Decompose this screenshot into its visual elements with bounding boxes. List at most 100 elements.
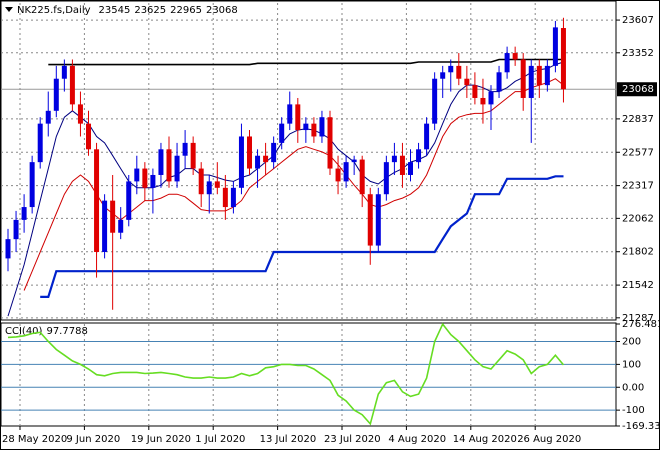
y-tick-label: 22577 bbox=[622, 147, 654, 158]
y-tick-label: 0.00 bbox=[622, 382, 644, 393]
x-tick-label: 26 Aug 2020 bbox=[517, 434, 581, 445]
candle-body bbox=[552, 27, 558, 66]
candle-body bbox=[150, 174, 156, 188]
y-tick-label: 22837 bbox=[622, 114, 654, 125]
candle-body bbox=[311, 123, 317, 137]
candle-body bbox=[174, 155, 180, 182]
candle-body bbox=[214, 181, 220, 188]
y-tick-label: 200 bbox=[622, 336, 641, 347]
candle-body bbox=[335, 168, 341, 182]
cci-line bbox=[7, 322, 565, 426]
y-tick-label: 21542 bbox=[622, 280, 654, 291]
candle-body bbox=[464, 78, 470, 86]
cci-title: CCI(40) bbox=[5, 326, 43, 337]
symbol-title: NK225.fs,Daily bbox=[17, 5, 91, 16]
candle-body bbox=[29, 162, 35, 208]
candle-body bbox=[53, 78, 59, 111]
candle-body bbox=[367, 194, 373, 246]
candle-body bbox=[158, 149, 164, 175]
last-price-label: 23068 bbox=[622, 84, 654, 95]
candle-body bbox=[287, 104, 293, 124]
candle-body bbox=[472, 85, 478, 98]
candle-body bbox=[303, 123, 309, 131]
header-open: 23545 bbox=[99, 5, 131, 16]
candle-body bbox=[536, 65, 542, 86]
candle-body bbox=[238, 136, 244, 188]
chart-header: NK225.fs,Daily 23545 23625 22965 23068 bbox=[17, 5, 238, 16]
candle-body bbox=[255, 155, 261, 169]
candle-body bbox=[456, 65, 462, 79]
candle-body bbox=[391, 155, 397, 163]
candle-body bbox=[528, 65, 534, 98]
candle-body bbox=[560, 28, 566, 90]
candle-body bbox=[424, 123, 430, 150]
cci-pane bbox=[0, 322, 617, 427]
candle-body bbox=[480, 97, 486, 105]
y-tick-label: 276.4817 bbox=[622, 319, 660, 330]
last-price-box bbox=[617, 82, 657, 97]
candle-body bbox=[102, 200, 108, 252]
x-tick-label: 23 Jul 2020 bbox=[324, 434, 381, 445]
overlay-line bbox=[40, 175, 564, 298]
x-tick-label: 14 Aug 2020 bbox=[453, 434, 517, 445]
candle-body bbox=[5, 239, 11, 259]
candle-body bbox=[440, 72, 446, 79]
candle-body bbox=[359, 159, 365, 195]
candle-body bbox=[134, 168, 140, 182]
candle-body bbox=[520, 59, 526, 98]
price-pane bbox=[0, 0, 617, 321]
y-tick-label: 21287 bbox=[622, 313, 654, 324]
candle-body bbox=[408, 162, 413, 175]
cci-last: 97.7788 bbox=[46, 326, 87, 337]
candle-body bbox=[416, 149, 422, 163]
y-tick-label: 100 bbox=[622, 359, 641, 370]
y-tick-label: -100 bbox=[622, 405, 645, 416]
candle-body bbox=[126, 181, 132, 220]
candle-body bbox=[432, 78, 438, 124]
candle-body bbox=[69, 65, 75, 105]
candle-body bbox=[142, 168, 148, 188]
candle-body bbox=[504, 53, 510, 73]
candle-body bbox=[222, 187, 228, 208]
y-tick-label: -169.336 bbox=[622, 421, 660, 432]
candle-body bbox=[399, 155, 405, 175]
header-close: 23068 bbox=[206, 5, 238, 16]
candle-body bbox=[295, 104, 301, 131]
candle-body bbox=[182, 142, 188, 156]
overlay-line bbox=[7, 61, 564, 317]
candle-body bbox=[544, 65, 550, 86]
candle-body bbox=[496, 72, 502, 92]
candle-body bbox=[198, 168, 204, 195]
x-tick-label: 9 Jun 2020 bbox=[66, 434, 120, 445]
y-tick-label: 23352 bbox=[622, 48, 654, 59]
candle-body bbox=[206, 181, 212, 195]
candle-body bbox=[230, 187, 236, 208]
candle-body bbox=[383, 162, 389, 195]
candle-body bbox=[448, 65, 454, 73]
candle-body bbox=[488, 91, 494, 105]
candle-body bbox=[77, 104, 83, 124]
y-tick-label: 22317 bbox=[622, 181, 654, 192]
candle-body bbox=[351, 159, 357, 163]
x-tick-label: 13 Jul 2020 bbox=[260, 434, 317, 445]
x-tick-label: 1 Jul 2020 bbox=[195, 434, 245, 445]
x-tick-label: 28 May 2020 bbox=[2, 434, 67, 445]
candle-body bbox=[13, 219, 19, 240]
x-tick-label: 19 Jun 2020 bbox=[131, 434, 191, 445]
candle-body bbox=[190, 142, 196, 169]
candle-body bbox=[21, 207, 27, 220]
cci-header: CCI(40) 97.7788 bbox=[5, 326, 88, 337]
candle-body bbox=[375, 194, 381, 246]
menu-triangle bbox=[5, 7, 13, 12]
header-high: 23625 bbox=[134, 5, 166, 16]
candle-body bbox=[166, 149, 172, 182]
overlay-line bbox=[48, 58, 564, 66]
candle-body bbox=[319, 117, 325, 137]
candle-body bbox=[327, 117, 333, 169]
y-tick-label: 22062 bbox=[622, 213, 654, 224]
header-low: 22965 bbox=[170, 5, 202, 16]
candle-body bbox=[279, 123, 285, 143]
candle-body bbox=[37, 123, 43, 163]
